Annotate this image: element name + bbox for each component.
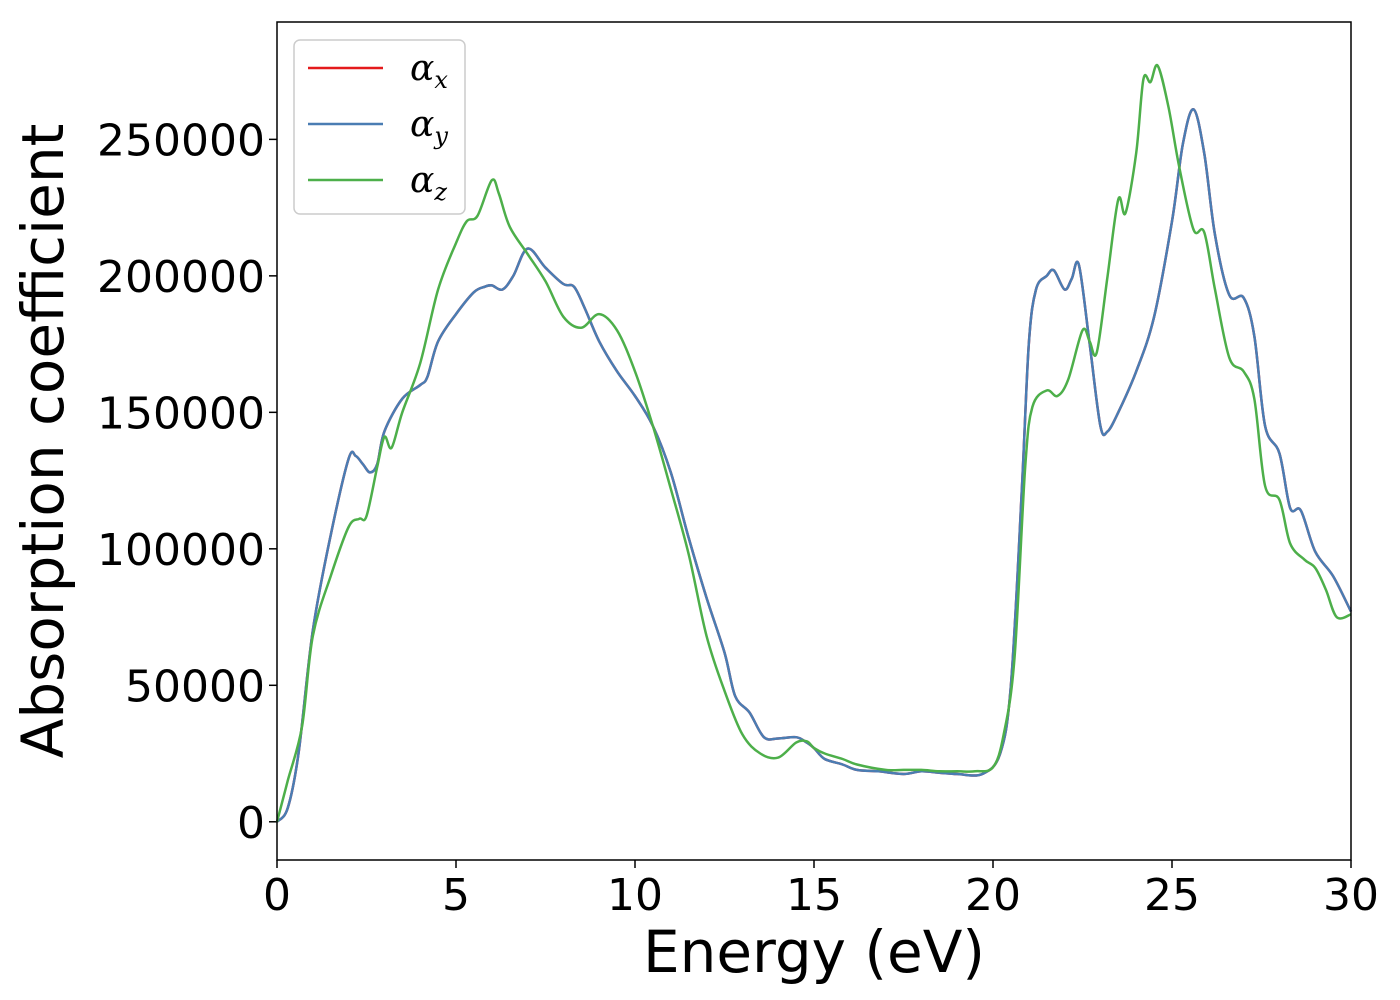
- legend-box: [293, 39, 466, 215]
- x-axis-title: Energy (eV): [643, 918, 985, 986]
- x-tick-label: 30: [1323, 870, 1379, 921]
- series-line-z: [275, 63, 1352, 823]
- series-layer: [275, 63, 1353, 823]
- legend-symbol: α: [410, 160, 434, 201]
- legend-label-y: αy: [410, 104, 448, 150]
- legend-subscript: x: [434, 66, 448, 94]
- x-tick-label: 25: [1144, 870, 1200, 921]
- legend-symbol: α: [410, 104, 434, 145]
- y-axis-title: Absorption coefficient: [9, 124, 77, 759]
- x-tick-label: 10: [607, 870, 663, 921]
- y-tick-label: 100000: [97, 525, 265, 576]
- x-tick-label: 15: [786, 870, 842, 921]
- tick-layer: 0 5 10 15 20 25 30 0 50000 100000 150000 200000 2500…: [97, 115, 1379, 921]
- y-tick-label: 250000: [97, 115, 265, 166]
- legend-symbol: α: [410, 48, 434, 89]
- y-tick-label: 50000: [125, 661, 265, 712]
- legend-label-x: αx: [410, 48, 448, 94]
- legend-subscript: z: [433, 178, 447, 206]
- y-tick-label: 200000: [97, 252, 265, 303]
- legend-label-z: αz: [410, 160, 447, 206]
- plot-frame: [276, 21, 1352, 861]
- x-tick-label: 20: [965, 870, 1021, 921]
- x-tick-label: 5: [442, 870, 470, 921]
- x-tick-label: 0: [263, 870, 291, 921]
- y-tick-label: 0: [237, 798, 265, 849]
- y-tick-label: 150000: [97, 388, 265, 439]
- legend-subscript: y: [433, 122, 448, 150]
